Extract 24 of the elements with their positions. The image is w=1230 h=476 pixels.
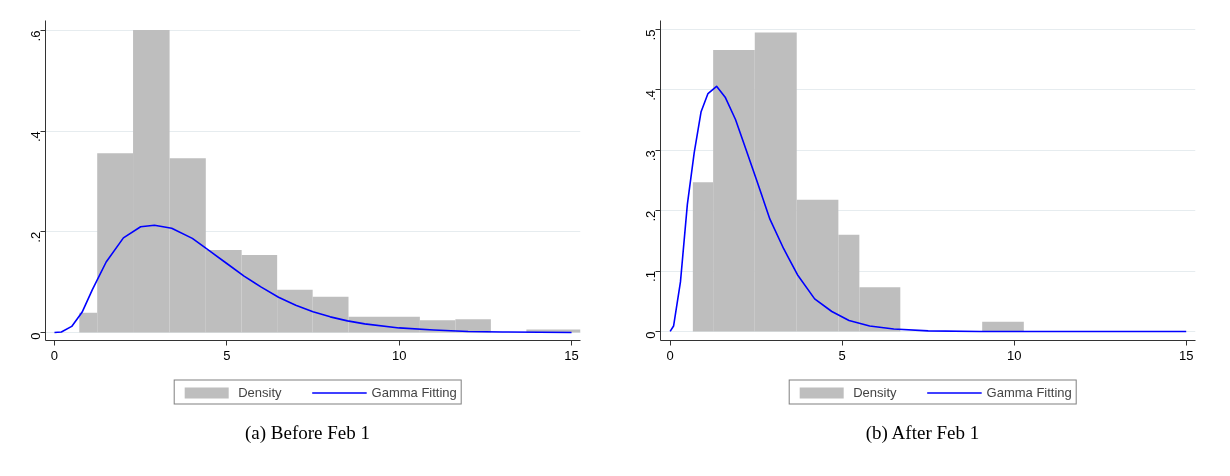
legend-label: Density: [853, 384, 897, 400]
y-tick-label: .6: [28, 30, 43, 42]
y-tick-label: .4: [28, 131, 43, 143]
x-tick-label: 10: [1006, 347, 1022, 363]
x-tick-label: 10: [391, 347, 407, 363]
y-tick-label: .3: [643, 150, 658, 162]
legend-label: Gamma Fitting: [986, 384, 1072, 400]
y-tick-label: .2: [28, 231, 43, 243]
x-tick-label: 15: [1178, 347, 1194, 363]
x-tick-label: 5: [223, 347, 231, 363]
y-tick-label: .2: [643, 210, 658, 222]
x-tick-label: 5: [838, 347, 846, 363]
legend-label: Density: [238, 384, 282, 400]
legend-label: Gamma Fitting: [371, 384, 457, 400]
x-tick-label: 0: [50, 347, 59, 363]
y-tick-label: .4: [643, 89, 658, 101]
y-tick-label: .1: [643, 271, 658, 282]
x-tick-label: 0: [666, 347, 674, 363]
text: (a) Before Feb 1: [244, 421, 371, 445]
y-tick-label: 0: [28, 332, 43, 340]
y-tick-label: 0: [643, 331, 658, 339]
text: (b) After Feb 1: [865, 421, 980, 445]
x-tick-label: 15: [564, 347, 579, 363]
y-tick-label: .5: [643, 29, 658, 41]
